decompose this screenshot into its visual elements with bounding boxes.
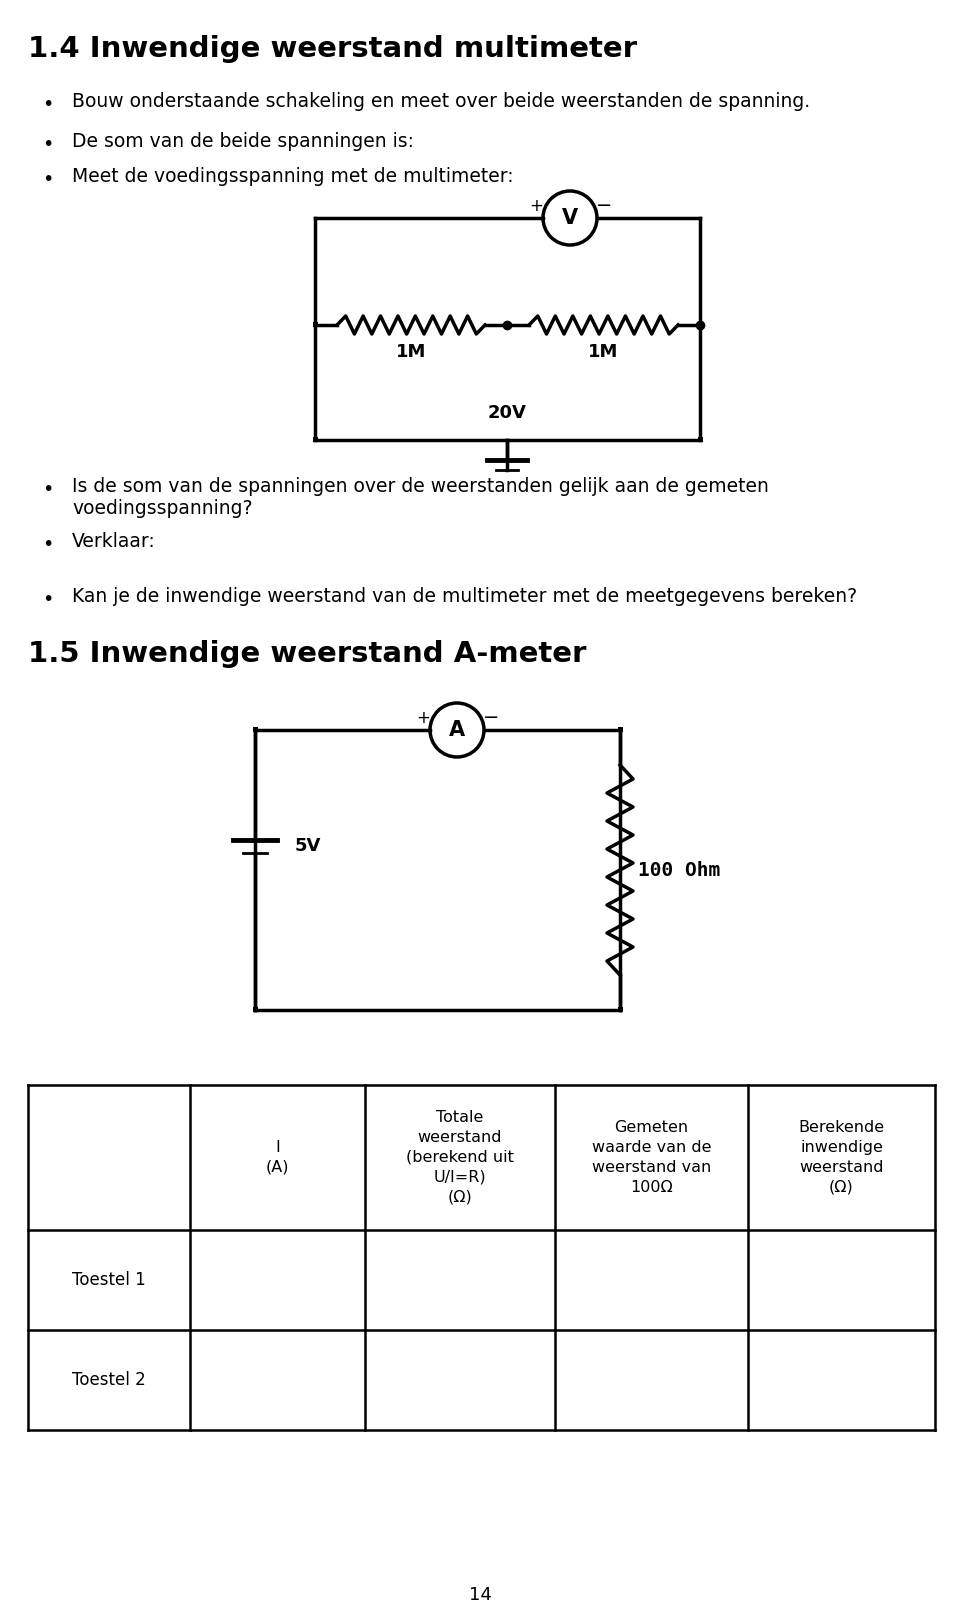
Text: •: •: [42, 590, 54, 610]
Text: Totale
weerstand
(berekend uit
U/I=R)
(Ω): Totale weerstand (berekend uit U/I=R) (Ω…: [406, 1111, 514, 1205]
Text: •: •: [42, 95, 54, 115]
Text: Gemeten
waarde van de
weerstand van
100Ω: Gemeten waarde van de weerstand van 100Ω: [591, 1121, 711, 1195]
Text: 5V: 5V: [295, 836, 322, 855]
Text: Meet de voedingsspanning met de multimeter:: Meet de voedingsspanning met de multimet…: [72, 167, 514, 186]
Text: Berekende
inwendige
weerstand
(Ω): Berekende inwendige weerstand (Ω): [799, 1121, 884, 1195]
Text: •: •: [42, 134, 54, 154]
Text: Is de som van de spanningen over de weerstanden gelijk aan de gemeten
voedingssp: Is de som van de spanningen over de weer…: [72, 477, 769, 517]
Text: I
(A): I (A): [266, 1140, 289, 1176]
Text: +: +: [529, 197, 543, 215]
Text: Bouw onderstaande schakeling en meet over beide weerstanden de spanning.: Bouw onderstaande schakeling en meet ove…: [72, 92, 810, 112]
Text: 20V: 20V: [488, 404, 526, 422]
Text: 100 Ohm: 100 Ohm: [638, 860, 720, 880]
Text: •: •: [42, 535, 54, 555]
Bar: [252, 1007, 257, 1012]
Text: •: •: [42, 170, 54, 189]
Text: +: +: [416, 708, 430, 728]
Bar: [698, 438, 703, 443]
Bar: [313, 438, 318, 443]
Text: Toestel 1: Toestel 1: [72, 1271, 146, 1289]
Text: 14: 14: [468, 1586, 492, 1604]
Bar: [617, 728, 622, 733]
Text: V: V: [562, 209, 578, 228]
Text: Toestel 2: Toestel 2: [72, 1371, 146, 1389]
Text: 1M: 1M: [396, 343, 426, 361]
Text: 1M: 1M: [588, 343, 618, 361]
Text: De som van de beide spanningen is:: De som van de beide spanningen is:: [72, 133, 414, 150]
Text: A: A: [449, 720, 465, 741]
Text: −: −: [596, 197, 612, 215]
Bar: [617, 1007, 622, 1012]
Text: •: •: [42, 480, 54, 500]
Bar: [252, 728, 257, 733]
Bar: [313, 322, 318, 328]
Text: 1.5 Inwendige weerstand A-meter: 1.5 Inwendige weerstand A-meter: [28, 640, 587, 668]
Text: Verklaar:: Verklaar:: [72, 532, 156, 551]
Text: 1.4 Inwendige weerstand multimeter: 1.4 Inwendige weerstand multimeter: [28, 36, 637, 63]
Text: Kan je de inwendige weerstand van de multimeter met de meetgegevens bereken?: Kan je de inwendige weerstand van de mul…: [72, 587, 857, 606]
Text: −: −: [483, 708, 499, 728]
